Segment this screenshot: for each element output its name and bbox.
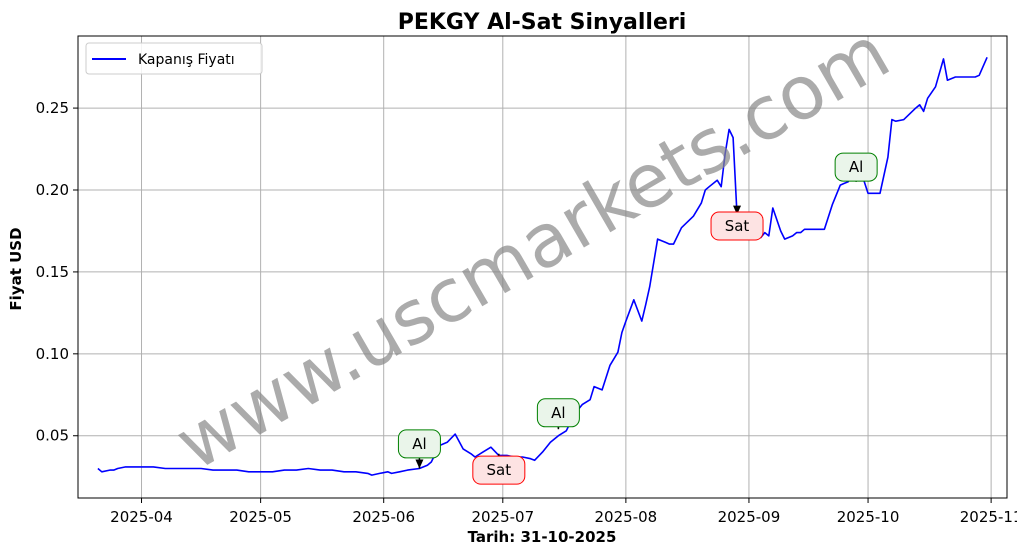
signal-box [710, 211, 764, 241]
axis-ticks: 2025-04 2025-05 2025-06 2025-07 2025-08 2025-… [36, 99, 1017, 526]
y-tick-label: 0.10 [36, 345, 69, 363]
buy-signal: Al [536, 398, 580, 430]
legend-label: Kapanış Fiyatı [138, 52, 235, 68]
x-tick-label: 2025-11 [960, 508, 1017, 526]
grid [78, 36, 1007, 498]
x-tick-label: 2025-08 [595, 508, 658, 526]
signal-label: Al [412, 435, 426, 453]
signal-label: Al [849, 158, 863, 176]
x-tick-label: 2025-09 [718, 508, 781, 526]
chart-title: PEKGY Al-Sat Sinyalleri [398, 10, 687, 35]
legend: Kapanış Fiyatı [85, 42, 263, 75]
sell-signal: Sat [472, 453, 526, 485]
x-tick-label: 2025-05 [229, 508, 292, 526]
y-tick-label: 0.05 [36, 427, 69, 445]
signal-label: Sat [487, 461, 512, 479]
plot-frame [77, 35, 1008, 499]
annotations-layer: Al Sat Al Sat Al [397, 152, 878, 485]
y-tick-label: 0.25 [36, 99, 69, 117]
signal-box [536, 398, 580, 428]
y-axis-label: Fiyat USD [7, 227, 25, 310]
x-axis-label: Tarih: 31-10-2025 [468, 528, 617, 546]
x-tick-label: 2025-04 [110, 508, 173, 526]
sell-signal: Sat [710, 205, 764, 241]
signal-arrowhead [733, 205, 742, 215]
signal-arrowhead [415, 459, 424, 469]
x-tick-label: 2025-07 [471, 508, 534, 526]
signal-box [397, 429, 441, 459]
signal-label: Al [551, 404, 565, 422]
signal-label: Sat [725, 217, 750, 235]
watermark: www.uscmarkets.com [161, 9, 903, 487]
x-tick-label: 2025-10 [837, 508, 900, 526]
buy-signal: Al [834, 152, 878, 182]
signal-box [472, 455, 526, 485]
legend-box [85, 42, 263, 75]
y-tick-label: 0.20 [36, 181, 69, 199]
signal-box [834, 152, 878, 182]
buy-signal: Al [397, 429, 441, 469]
x-tick-label: 2025-06 [352, 508, 415, 526]
y-tick-label: 0.15 [36, 263, 69, 281]
